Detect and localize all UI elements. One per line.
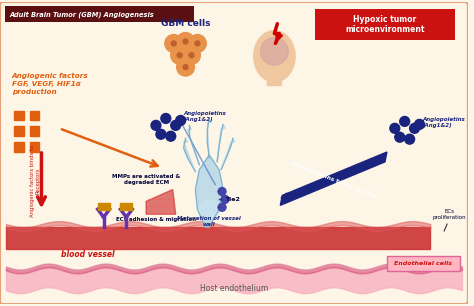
Bar <box>14 110 24 121</box>
Circle shape <box>390 123 400 133</box>
Ellipse shape <box>254 31 295 82</box>
Circle shape <box>195 41 200 46</box>
Polygon shape <box>146 189 176 214</box>
Circle shape <box>395 132 405 142</box>
Circle shape <box>161 114 171 123</box>
Circle shape <box>189 35 206 52</box>
Polygon shape <box>207 118 211 158</box>
Text: Tie2: Tie2 <box>225 197 240 202</box>
Bar <box>29 126 39 136</box>
Circle shape <box>177 32 194 50</box>
Circle shape <box>182 47 201 64</box>
Circle shape <box>176 115 185 125</box>
Circle shape <box>189 53 194 58</box>
Text: Host endothelium: Host endothelium <box>200 284 268 293</box>
Bar <box>29 142 39 152</box>
FancyBboxPatch shape <box>5 6 194 22</box>
Text: blood vessel: blood vessel <box>61 250 115 259</box>
FancyBboxPatch shape <box>0 2 468 304</box>
Text: Adult Brain Tumor (GBM) Angiogenesis: Adult Brain Tumor (GBM) Angiogenesis <box>10 11 155 18</box>
Bar <box>267 75 281 85</box>
Bar <box>14 126 24 136</box>
Circle shape <box>166 131 176 141</box>
Polygon shape <box>195 155 223 227</box>
Text: Hypoxic tumor
microenvironment: Hypoxic tumor microenvironment <box>345 15 425 34</box>
Text: Maturation of vessel
wall: Maturation of vessel wall <box>177 216 241 226</box>
Text: MMPs are activated &
degraded ECM: MMPs are activated & degraded ECM <box>112 174 180 185</box>
Circle shape <box>171 47 189 64</box>
Text: Angiogenic factors binds to
Receptors: Angiogenic factors binds to Receptors <box>30 144 41 217</box>
Circle shape <box>400 117 410 126</box>
Text: Angiopoietins binds to Tie2: Angiopoietins binds to Tie2 <box>290 160 377 199</box>
Circle shape <box>165 35 182 52</box>
Bar <box>29 110 39 121</box>
Circle shape <box>171 41 176 46</box>
Text: Angiopoietins
(Ang1&2): Angiopoietins (Ang1&2) <box>422 117 465 128</box>
Text: GBM cells: GBM cells <box>161 19 210 28</box>
Polygon shape <box>188 125 200 165</box>
Circle shape <box>177 58 194 76</box>
Circle shape <box>151 121 161 130</box>
Polygon shape <box>217 124 225 162</box>
Bar <box>98 203 109 210</box>
Circle shape <box>405 134 415 144</box>
Circle shape <box>218 203 226 211</box>
Ellipse shape <box>199 200 220 218</box>
Text: Angiopoietins
(Ang1&2): Angiopoietins (Ang1&2) <box>183 111 227 122</box>
Text: ECs
proliferation: ECs proliferation <box>432 209 466 220</box>
Text: Endothelial cells: Endothelial cells <box>394 261 453 266</box>
Polygon shape <box>221 138 235 170</box>
Circle shape <box>183 65 188 69</box>
Circle shape <box>156 129 166 139</box>
Polygon shape <box>280 152 387 205</box>
Circle shape <box>221 196 229 203</box>
Circle shape <box>171 121 181 130</box>
Ellipse shape <box>261 38 288 65</box>
Text: ECs adhesion & migration: ECs adhesion & migration <box>116 217 196 222</box>
Circle shape <box>218 188 226 196</box>
Circle shape <box>410 123 419 133</box>
Bar <box>6 227 430 249</box>
Polygon shape <box>183 138 195 172</box>
FancyBboxPatch shape <box>387 256 460 271</box>
Circle shape <box>415 119 424 129</box>
Circle shape <box>177 53 182 58</box>
Bar <box>120 203 132 210</box>
FancyBboxPatch shape <box>315 9 455 40</box>
Text: Angiogenic factors
FGF, VEGF, HIF1α
production: Angiogenic factors FGF, VEGF, HIF1α prod… <box>12 73 89 95</box>
Bar <box>14 142 24 152</box>
Circle shape <box>183 39 188 44</box>
